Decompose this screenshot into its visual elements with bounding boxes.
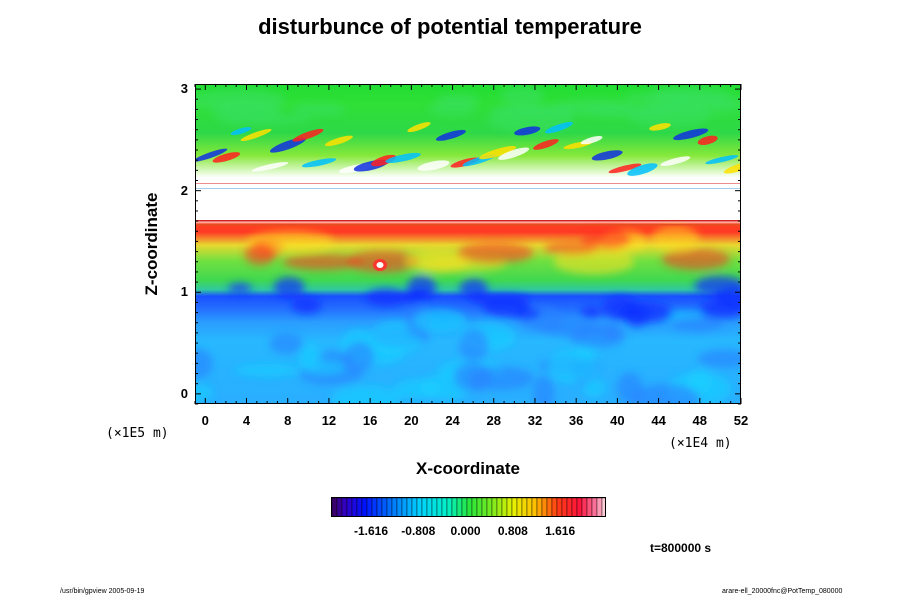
colorbar-swatch xyxy=(491,498,498,516)
colorbar-swatch xyxy=(371,498,378,516)
y-tick-label: 3 xyxy=(180,81,188,97)
colorbar-swatch xyxy=(366,498,373,516)
colorbar-swatch xyxy=(401,498,408,516)
colorbar-swatch xyxy=(346,498,353,516)
colorbar-swatch xyxy=(591,498,598,516)
colorbar-swatch xyxy=(556,498,563,516)
colorbar-swatch xyxy=(486,498,493,516)
chart-title: disturbunce of potential temperature xyxy=(258,14,642,39)
colorbar-swatch xyxy=(361,498,368,516)
colorbar-swatch xyxy=(501,498,508,516)
colorbar-swatch xyxy=(441,498,448,516)
x-tick-label: 0 xyxy=(201,413,209,428)
colorbar-swatch xyxy=(391,498,398,516)
x-axis-title: X-coordinate xyxy=(416,459,520,478)
x-tick-label: 24 xyxy=(445,413,460,428)
colorbar-swatch xyxy=(536,498,543,516)
colorbar-swatch xyxy=(596,498,603,516)
x-tick-label: 8 xyxy=(284,413,292,428)
colorbar-swatch xyxy=(336,498,343,516)
x-tick-label: 44 xyxy=(651,413,666,428)
colorbar-swatch xyxy=(511,498,518,516)
colorbar-tick-label: -0.808 xyxy=(401,524,436,538)
colorbar-swatch xyxy=(576,498,583,516)
colorbar-swatch xyxy=(406,498,413,516)
y-tick-label: 0 xyxy=(180,385,188,401)
x-tick-label: 4 xyxy=(242,413,251,428)
colorbar-swatch xyxy=(521,498,528,516)
y-tick-label: 1 xyxy=(180,284,188,300)
colorbar-swatch xyxy=(416,498,423,516)
colorbar-swatch xyxy=(426,498,433,516)
plot-area xyxy=(195,84,741,404)
x-tick-label: 48 xyxy=(692,413,708,428)
colorbar-swatch xyxy=(436,498,443,516)
colorbar-tick-label: 0.808 xyxy=(497,524,528,538)
colorbar-swatch xyxy=(332,498,338,516)
x-tick-label: 20 xyxy=(404,413,419,428)
x-tick-label: 32 xyxy=(527,413,543,428)
colorbar-swatch xyxy=(451,498,458,516)
colorbar-swatch xyxy=(376,498,383,516)
x-tick-label: 36 xyxy=(568,413,584,428)
colorbar-swatch xyxy=(471,498,478,516)
colorbar-swatch xyxy=(496,498,503,516)
colorbar-swatch xyxy=(586,498,593,516)
colorbar-swatch xyxy=(506,498,513,516)
colorbar-swatch xyxy=(466,498,473,516)
colorbar-swatch xyxy=(431,498,438,516)
colorbar-swatch xyxy=(356,498,363,516)
y-tick-label: 2 xyxy=(180,182,188,198)
colorbar-swatch xyxy=(531,498,538,516)
footer-file: arare-ell_20000fnc@PotTemp_080000 xyxy=(722,588,843,595)
x-tick-label: 28 xyxy=(486,413,501,428)
heatmap-field xyxy=(196,85,740,403)
colorbar-swatch xyxy=(351,498,358,516)
colorbar xyxy=(331,497,606,517)
colorbar-swatch xyxy=(526,498,533,516)
colorbar-swatch xyxy=(456,498,463,516)
x-tick-label: 52 xyxy=(733,413,749,428)
colorbar-swatch xyxy=(476,498,483,516)
colorbar-tick-label: 0.000 xyxy=(450,524,481,538)
colorbar-swatch xyxy=(566,498,573,516)
y-scale-label: (×1E5 m) xyxy=(106,426,169,441)
colorbar-swatch xyxy=(546,498,553,516)
x-scale-label: (×1E4 m) xyxy=(669,436,732,451)
colorbar-tick-label: 1.616 xyxy=(545,524,576,538)
colorbar-tick-label: -1.616 xyxy=(354,524,389,538)
colorbar-swatch xyxy=(601,498,605,516)
colorbar-swatch xyxy=(551,498,558,516)
colorbar-swatch xyxy=(421,498,428,516)
x-tick-label: 12 xyxy=(321,413,337,428)
colorbar-swatch xyxy=(341,498,348,516)
colorbar-swatch xyxy=(481,498,488,516)
time-annotation: t=800000 s xyxy=(650,541,712,555)
colorbar-swatch xyxy=(571,498,578,516)
colorbar-swatch xyxy=(411,498,418,516)
colorbar-swatch xyxy=(461,498,468,516)
colorbar-swatch xyxy=(561,498,568,516)
colorbar-swatch xyxy=(396,498,403,516)
colorbar-swatch xyxy=(386,498,393,516)
x-tick-label: 40 xyxy=(610,413,625,428)
colorbar-swatches xyxy=(332,498,605,516)
x-tick-label: 16 xyxy=(362,413,378,428)
colorbar-swatch xyxy=(516,498,523,516)
colorbar-swatch xyxy=(446,498,453,516)
footer-command: /usr/bin/gpview 2005-09-19 xyxy=(60,588,145,595)
y-axis-title: Z-coordinate xyxy=(142,192,161,296)
colorbar-swatch xyxy=(541,498,548,516)
colorbar-swatch xyxy=(381,498,388,516)
colorbar-swatch xyxy=(581,498,588,516)
